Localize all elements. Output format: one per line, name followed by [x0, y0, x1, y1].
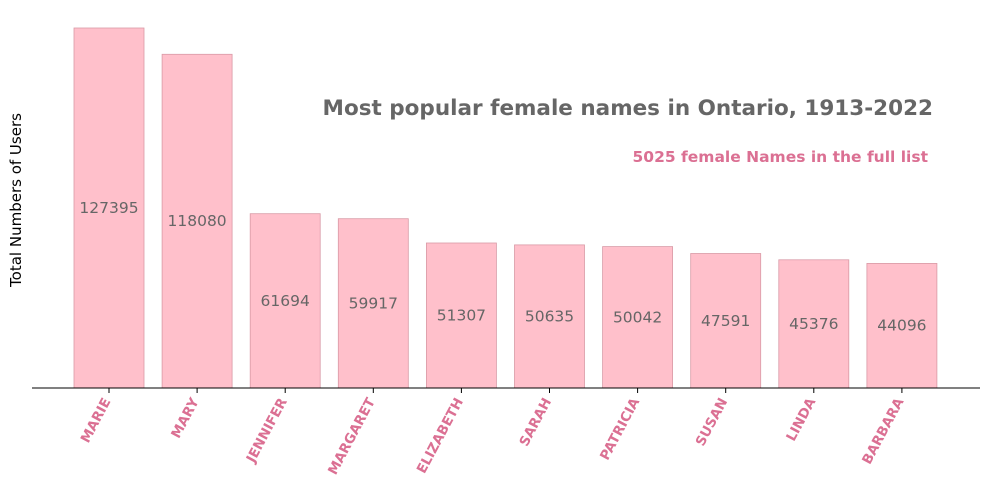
- x-tick-label-linda: LINDA: [783, 395, 819, 444]
- value-label-linda: 45376: [789, 315, 838, 333]
- bar-marie: [73, 27, 145, 389]
- bar-margaret: [337, 218, 409, 389]
- value-label-sarah: 50635: [525, 308, 574, 326]
- value-label-susan: 47591: [701, 312, 750, 330]
- bar-susan: [690, 253, 762, 389]
- bars-layer: [73, 27, 938, 389]
- x-tick-label-mary: MARY: [168, 395, 203, 441]
- y-axis-label: Total Numbers of Users: [7, 113, 25, 288]
- value-label-margaret: 59917: [349, 294, 398, 312]
- bar-barbara: [866, 262, 938, 389]
- bar-sarah: [514, 244, 585, 389]
- x-tick-label-barbara: BARBARA: [859, 395, 908, 467]
- x-tick-label-margaret: MARGARET: [325, 395, 379, 478]
- x-ticks-layer: MARIE MARY JENNIFER MARGARET ELIZABETH SARAH P…: [78, 388, 908, 478]
- x-tick-label-patricia: PATRICIA: [597, 395, 643, 463]
- chart-title: Most popular female names in Ontario, 19…: [323, 96, 933, 121]
- value-label-jennifer: 61694: [261, 292, 310, 310]
- value-label-mary: 118080: [168, 212, 227, 230]
- value-label-marie: 127395: [79, 199, 138, 217]
- value-label-barbara: 44096: [877, 317, 926, 335]
- x-tick-label-marie: MARIE: [78, 395, 115, 445]
- bar-jennifer: [249, 213, 321, 389]
- x-tick-label-sarah: SARAH: [516, 395, 555, 449]
- chart-subtitle: 5025 female Names in the full list: [633, 148, 929, 166]
- bar-elizabeth: [425, 242, 497, 389]
- x-tick-label-jennifer: JENNIFER: [243, 395, 291, 466]
- x-tick-label-susan: SUSAN: [693, 395, 732, 449]
- bar-mary: [161, 53, 233, 389]
- value-label-elizabeth: 51307: [437, 307, 486, 325]
- value-label-patricia: 50042: [613, 308, 662, 326]
- value-labels-layer: 127395 118080 61694 59917 51307 50635 50042 475…: [79, 199, 926, 335]
- x-tick-label-elizabeth: ELIZABETH: [414, 395, 467, 476]
